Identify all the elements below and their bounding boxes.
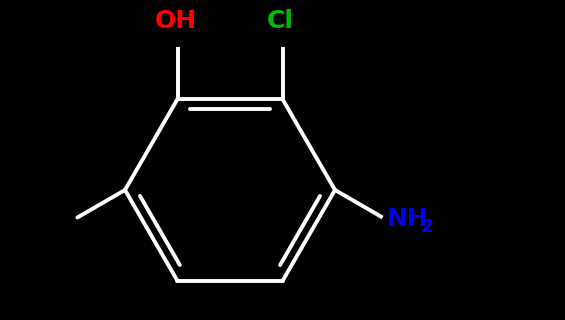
Text: OH: OH (154, 9, 197, 33)
Text: NH: NH (386, 207, 428, 231)
Text: 2: 2 (420, 218, 433, 236)
Text: Cl: Cl (267, 9, 294, 33)
